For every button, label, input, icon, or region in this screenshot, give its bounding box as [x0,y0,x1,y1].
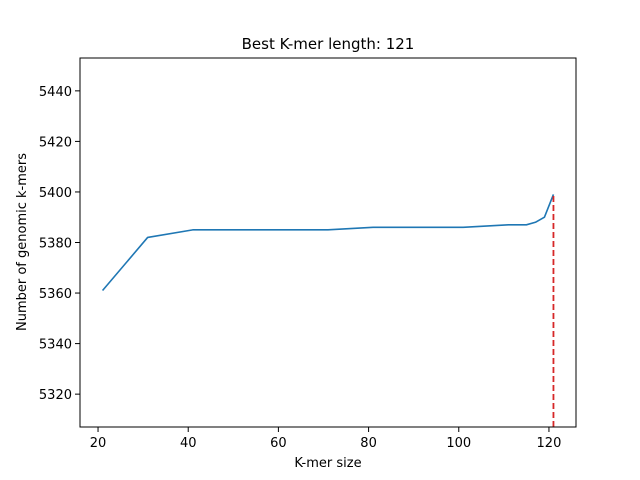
y-tick-label: 5340 [39,338,72,353]
plot-area [101,194,555,427]
y-tick-label: 5320 [39,388,72,403]
chart-title: Best K-mer length: 121 [242,35,415,53]
x-tick-label: 120 [537,436,562,451]
x-tick-label: 20 [90,436,107,451]
x-tick-label: 80 [360,436,377,451]
x-tick-label: 60 [270,436,287,451]
x-tick-label: 40 [180,436,197,451]
y-tick-label: 5400 [39,186,72,201]
y-tick-label: 5420 [39,135,72,150]
y-tick-label: 5380 [39,237,72,252]
series-line [101,194,555,292]
y-tick-label: 5440 [39,85,72,100]
x-axis-label: K-mer size [294,456,361,471]
y-axis: 5320 5340 5360 5380 5400 5420 5440 [39,85,80,403]
y-tick-label: 5360 [39,287,72,302]
plot-frame [79,57,577,428]
y-axis-label: Number of genomic k-mers [15,153,30,331]
x-tick-label: 100 [446,436,471,451]
x-axis: 20 40 60 80 100 120 [90,427,562,451]
